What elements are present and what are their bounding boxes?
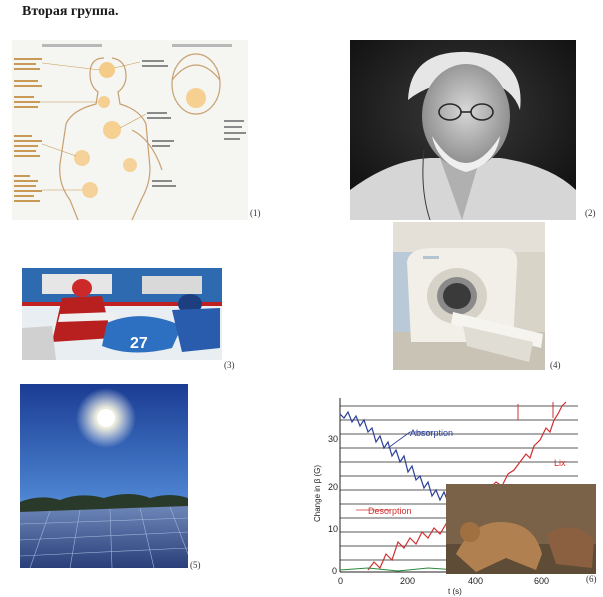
y-tick-20: 20 bbox=[328, 482, 338, 492]
x-tick-200: 200 bbox=[400, 576, 415, 586]
x-tick-600: 600 bbox=[534, 576, 549, 586]
absorption-series bbox=[339, 410, 453, 504]
desorption-label: Desorption bbox=[368, 506, 412, 516]
lix-series bbox=[477, 401, 567, 503]
absorption-chart: Absorption Desorption Lix 30 20 10 0 0 2… bbox=[308, 392, 603, 597]
image-portrait bbox=[350, 40, 576, 220]
caption-4: (4) bbox=[550, 360, 561, 370]
image-mri-scanner bbox=[393, 222, 545, 370]
y-axis-title: Change in β (G) bbox=[313, 465, 322, 522]
image-chart-with-inset: Absorption Desorption Lix 30 20 10 0 0 2… bbox=[308, 392, 603, 597]
caption-6: (6) bbox=[586, 574, 597, 584]
caption-1: (1) bbox=[250, 208, 261, 218]
desorption-series bbox=[367, 519, 459, 571]
image-solar-panels bbox=[20, 384, 188, 568]
caption-2: (2) bbox=[585, 208, 596, 218]
lix-label: Lix bbox=[554, 458, 566, 468]
page-heading: Вторая группа. bbox=[22, 4, 119, 19]
y-tick-30: 30 bbox=[328, 434, 338, 444]
y-tick-10: 10 bbox=[328, 524, 338, 534]
caption-5: (5) bbox=[190, 560, 201, 570]
x-axis-title: t (s) bbox=[448, 587, 462, 596]
x-tick-400: 400 bbox=[468, 576, 483, 586]
y-tick-0: 0 bbox=[332, 566, 337, 576]
svg-text:27: 27 bbox=[130, 335, 148, 352]
inset-photo bbox=[446, 484, 596, 574]
absorption-label: Absorption bbox=[410, 428, 453, 438]
image-hockey: 27 bbox=[22, 268, 222, 360]
x-tick-0: 0 bbox=[338, 576, 343, 586]
caption-3: (3) bbox=[224, 360, 235, 370]
image-body-diagram bbox=[12, 40, 248, 220]
